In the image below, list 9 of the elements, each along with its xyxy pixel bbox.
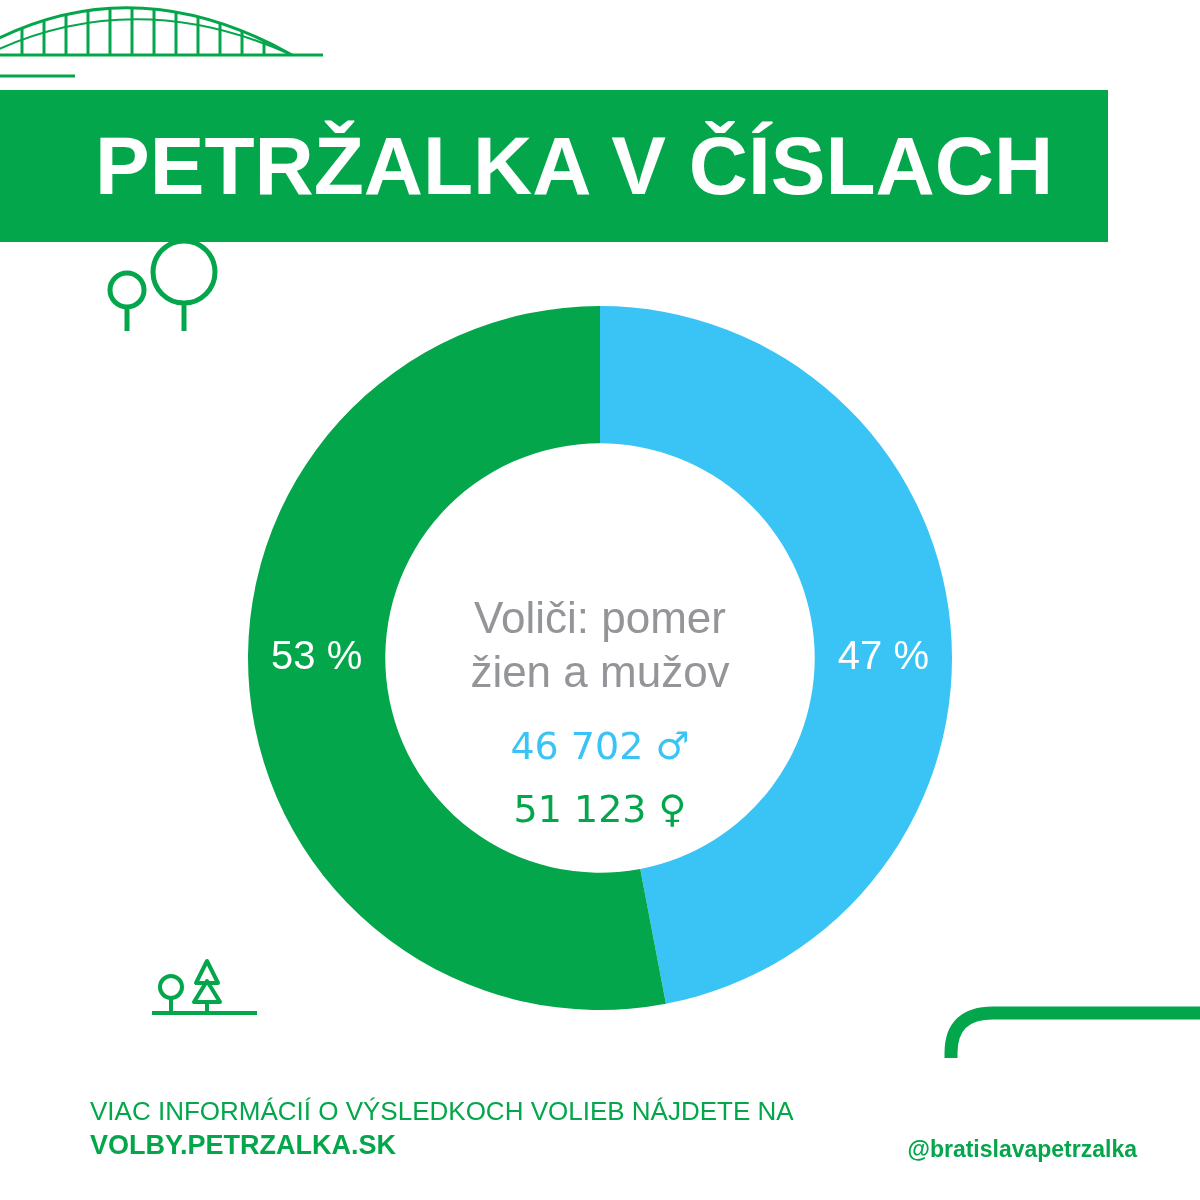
text: VIAC INFORMÁCIÍ O VÝSLEDKOCH VOLIEB NÁJDETE NA: [90, 1095, 794, 1128]
text: @bratislavapetrzalka: [907, 1135, 1137, 1164]
text: VOLBY.PETRZALKA.SK: [90, 1129, 397, 1162]
text: 51 123 ♀: [512, 786, 688, 833]
data-label: 53 %: [271, 633, 363, 678]
chart-title: PETRŽALKA V ČÍSLACH: [95, 119, 1054, 213]
data-label: 47 %: [837, 633, 929, 678]
text: 46 702 ♂: [509, 723, 691, 770]
text: Voliči: pomer žien a mužov: [469, 592, 731, 698]
